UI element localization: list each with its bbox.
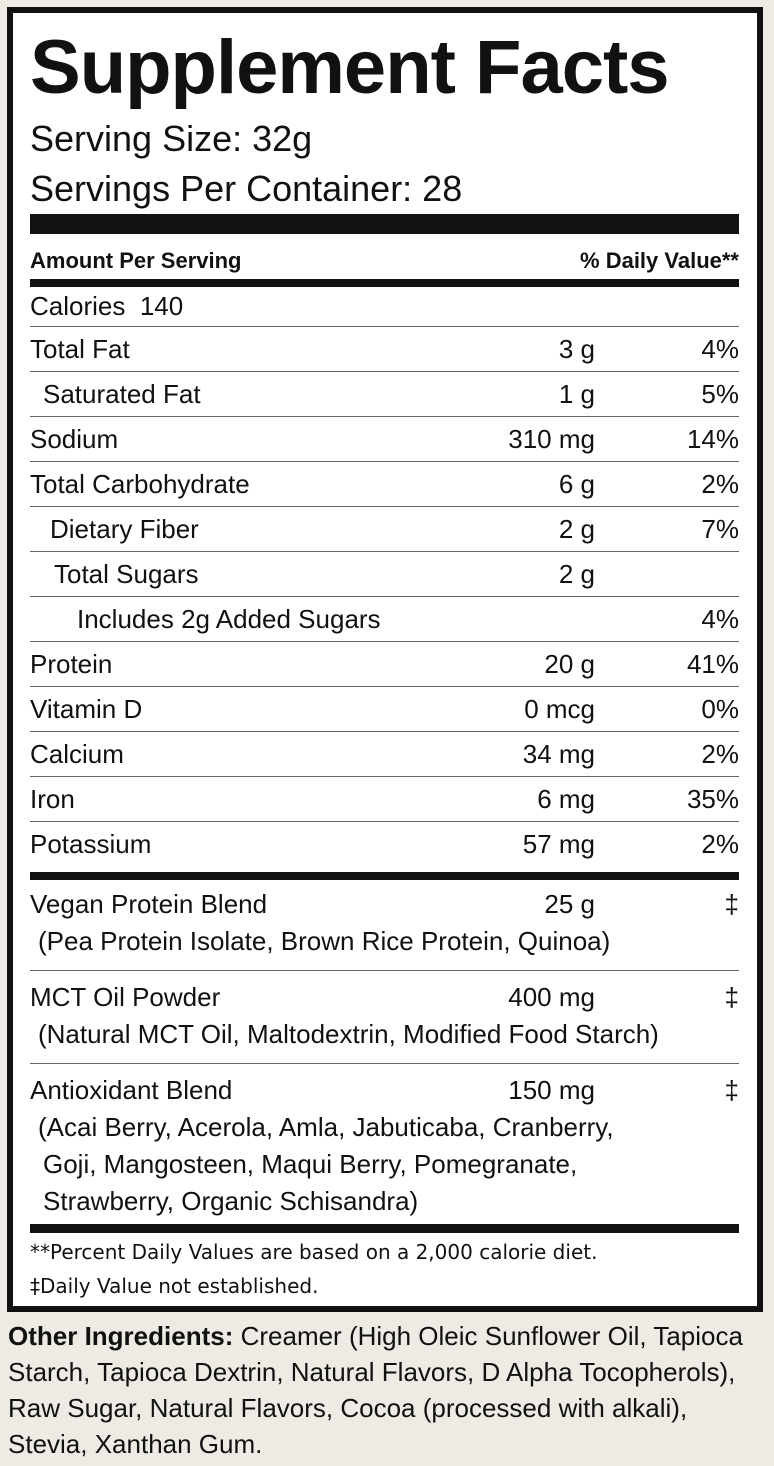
footnote-dv: **Percent Daily Values are based on a 2,… [30,1240,598,1264]
nutrient-row: Total Sugars 2 g [30,552,739,597]
medium-divider [30,872,739,880]
blend-daily-value: ‡ [724,1075,739,1105]
nutrient-name: Potassium [30,829,152,859]
nutrient-row: Protein 20 g 41% [30,642,739,687]
nutrient-daily-value: 4% [701,603,739,634]
nutrient-name: Total Sugars [54,558,199,589]
nutrient-amount: 57 mg [522,829,595,859]
row-divider [30,1063,739,1064]
blend-row: Antioxidant Blend 150 mg ‡ (Acai Berry, Ace… [30,1072,739,1220]
nutrient-name: Dietary Fiber [50,513,199,544]
servings-per-container: Servings Per Container: 28 [30,168,463,209]
daily-value-label: % Daily Value** [580,248,739,273]
other-ingredients-text: Creamer (High Oleic Sunflower Oil, Tapio… [8,1321,743,1459]
nutrient-daily-value: 2% [701,468,739,499]
amount-per-serving-label: Amount Per Serving [30,248,242,273]
nutrient-row: Total Fat 3 g 4% [30,327,739,372]
blend-amount: 150 mg [508,1075,595,1105]
other-ingredients: Other Ingredients: Creamer (High Oleic S… [8,1318,754,1462]
nutrient-row: Dietary Fiber 2 g 7% [30,507,739,552]
nutrient-name: Includes 2g Added Sugars [77,603,381,634]
blend-name: Antioxidant Blend [30,1075,233,1105]
thick-divider [30,214,739,234]
nutrient-daily-value: 14% [686,423,739,454]
nutrient-amount: 34 mg [522,738,595,769]
nutrient-row: Potassium 57 mg 2% [30,822,739,867]
nutrient-amount: 1 g [558,378,595,409]
nutrient-daily-value: 2% [701,829,739,859]
blend-daily-value: ‡ [724,982,739,1012]
blend-ingredients: (Pea Protein Isolate, Brown Rice Protein… [38,926,611,956]
nutrient-amount: 6 mg [537,783,595,814]
nutrient-name: Calcium [30,738,124,769]
nutrient-daily-value: 2% [701,738,739,769]
blend-ingredients: (Acai Berry, Acerola, Amla, Jabuticaba, … [38,1112,614,1142]
other-ingredients-label: Other Ingredients: [8,1321,234,1351]
nutrient-name: Total Fat [30,333,130,364]
nutrient-amount: 2 g [558,513,595,544]
nutrient-daily-value: 4% [701,333,739,364]
panel-title: Supplement Facts [30,25,670,110]
nutrient-amount: 0 mcg [524,693,595,724]
blend-ingredients: Strawberry, Organic Schisandra) [43,1186,419,1216]
blend-daily-value: ‡ [724,889,739,919]
nutrient-amount: 6 g [558,468,595,499]
blend-amount: 25 g [544,889,595,919]
blend-amount: 400 mg [508,982,595,1012]
nutrient-row: Total Carbohydrate 6 g 2% [30,462,739,507]
nutrient-name: Iron [30,783,75,814]
calories-row: Calories 140 [30,287,739,327]
nutrient-row: Vitamin D 0 mcg 0% [30,687,739,732]
nutrient-daily-value: 7% [701,513,739,544]
supplement-facts-panel: Supplement Facts Serving Size: 32g Servi… [7,7,763,1312]
nutrient-row: Iron 6 mg 35% [30,777,739,822]
column-header: Amount Per Serving % Daily Value** [30,241,739,281]
nutrient-row: Saturated Fat 1 g 5% [30,372,739,417]
nutrient-name: Total Carbohydrate [30,468,250,499]
nutrient-amount: 20 g [544,648,595,679]
nutrient-daily-value: 41% [686,648,739,679]
blend-name: Vegan Protein Blend [30,889,268,919]
nutrient-amount: 2 g [558,558,595,589]
footnote-not-established: ‡Daily Value not established. [30,1274,319,1298]
nutrient-daily-value: 35% [686,783,739,814]
nutrient-name: Protein [30,648,113,679]
nutrient-amount: 310 mg [508,423,595,454]
nutrient-name: Saturated Fat [43,378,201,409]
medium-divider [30,1224,739,1233]
serving-size: Serving Size: 32g [30,118,313,159]
calories: Calories 140 [30,291,184,321]
row-divider [30,970,739,971]
nutrient-amount: 3 g [558,333,595,364]
medium-divider [30,279,739,287]
blend-name: MCT Oil Powder [30,982,221,1012]
nutrient-row: Calcium 34 mg 2% [30,732,739,777]
blend-row: Vegan Protein Blend 25 g ‡ (Pea Protein Iso… [30,886,739,960]
nutrient-daily-value: 5% [701,378,739,409]
blend-row: MCT Oil Powder 400 mg ‡ (Natural MCT Oil, M… [30,979,739,1053]
nutrient-row: Includes 2g Added Sugars 4% [30,597,739,642]
nutrient-daily-value: 0% [701,693,739,724]
nutrient-name: Vitamin D [30,693,143,724]
nutrient-name: Sodium [30,423,119,454]
footnotes: **Percent Daily Values are based on a 2,… [30,1235,739,1303]
blend-ingredients: Goji, Mangosteen, Maqui Berry, Pomegrana… [43,1149,578,1179]
nutrient-row: Sodium 310 mg 14% [30,417,739,462]
blend-ingredients: (Natural MCT Oil, Maltodextrin, Modified… [38,1019,659,1049]
